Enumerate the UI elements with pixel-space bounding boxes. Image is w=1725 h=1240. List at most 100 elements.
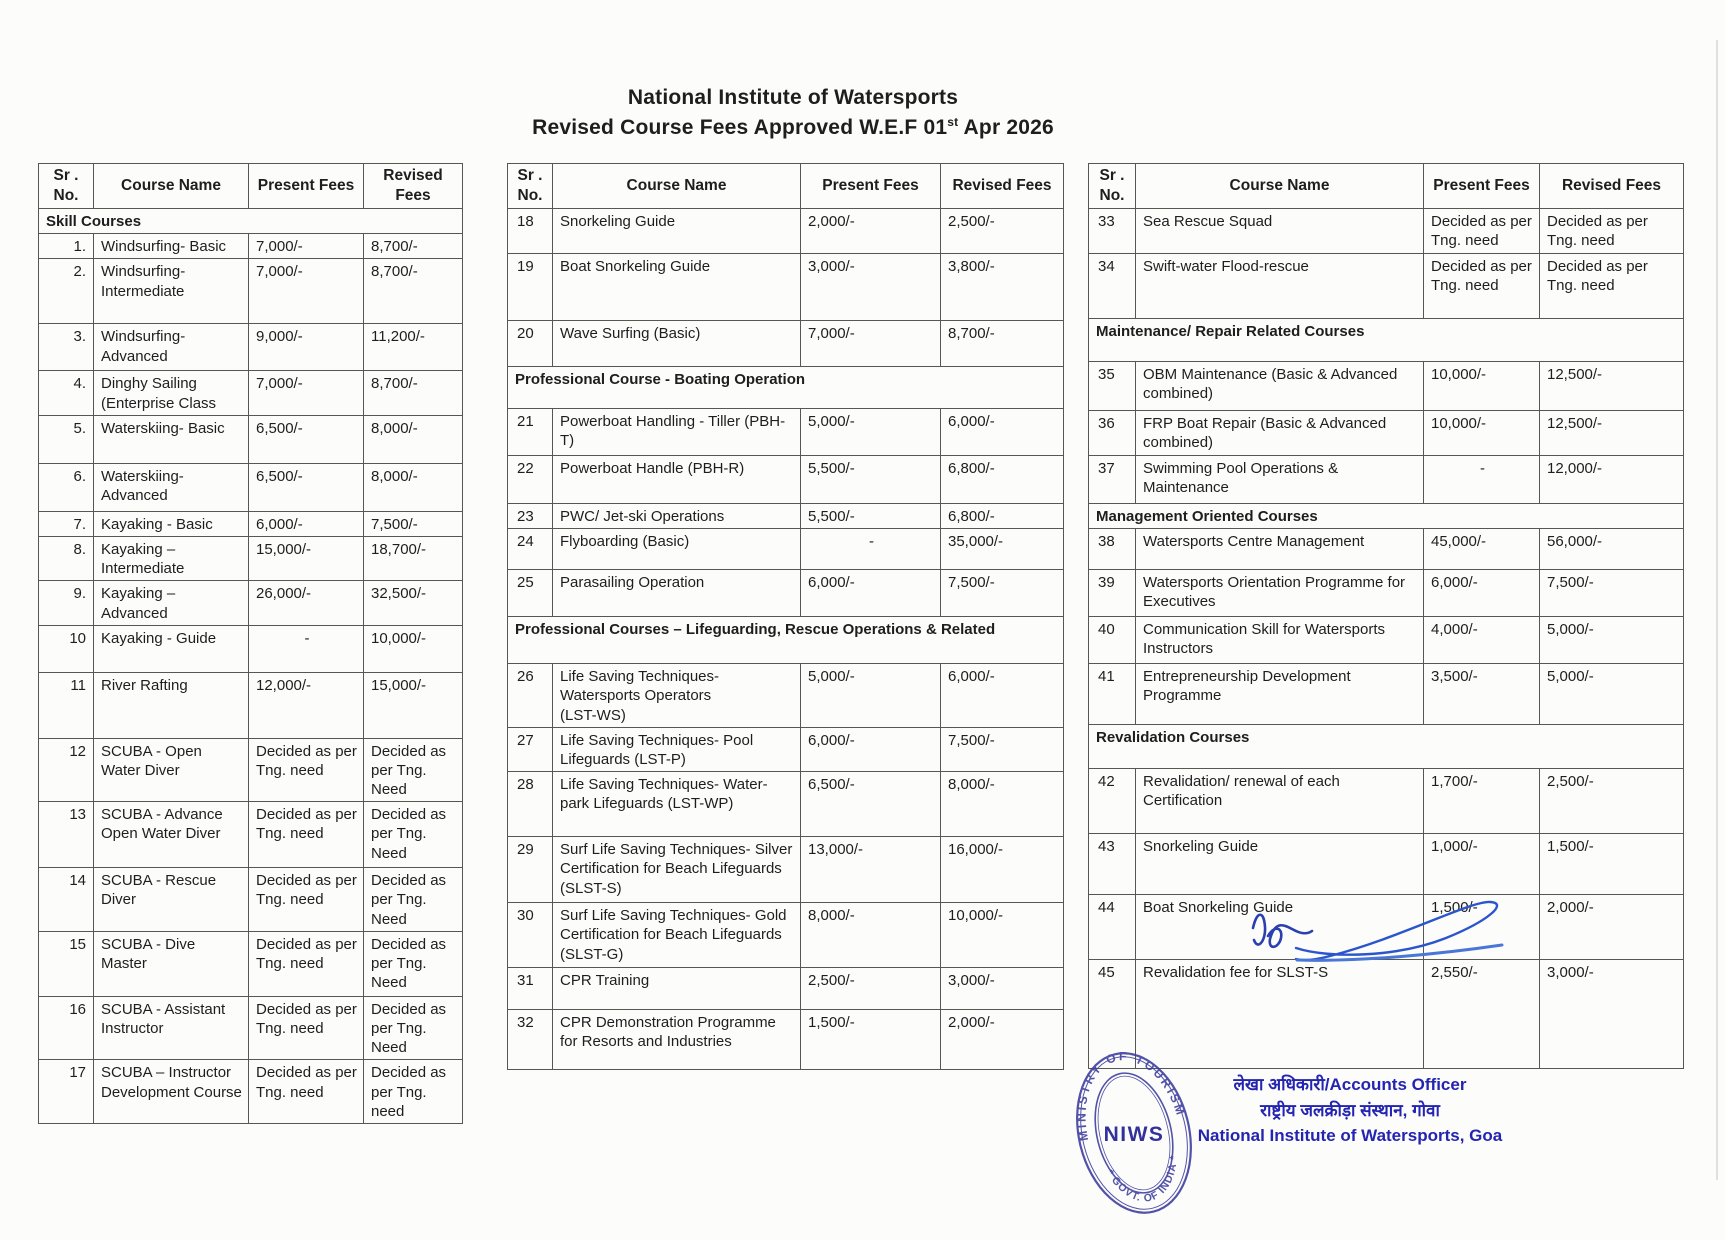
cell-sr: 43 bbox=[1088, 833, 1136, 896]
table-row: 9. Kayaking – Advanced 26,000/- 32,500/- bbox=[38, 580, 463, 626]
cell-sr: 20 bbox=[507, 320, 553, 367]
table-row: 15 SCUBA - Dive Master Decided as per Tng.… bbox=[38, 930, 463, 997]
title-line-2: Revised Course Fees Approved W.E.F 01st … bbox=[0, 115, 1586, 140]
cell-present: 1,500/- bbox=[800, 1009, 941, 1071]
cell-sr: 34 bbox=[1088, 253, 1136, 319]
table-row: 19 Boat Snorkeling Guide 3,000/- 3,800/- bbox=[507, 253, 1064, 321]
cell-revised: Decided as per Tng. need bbox=[363, 1059, 463, 1124]
stamp-bottom-text: * GOVT. OF INDIA * bbox=[1103, 1152, 1190, 1214]
cell-revised: 8,000/- bbox=[940, 771, 1064, 838]
cell-name: Wave Surfing (Basic) bbox=[552, 320, 801, 367]
cell-name: Kayaking – Advanced bbox=[93, 580, 249, 626]
cell-revised: 11,200/- bbox=[363, 323, 463, 372]
cell-revised: 10,000/- bbox=[363, 624, 463, 673]
table-row: 23 PWC/ Jet-ski Operations 5,500/- 6,800/- bbox=[507, 502, 1064, 530]
cell-name: SCUBA – Instructor Development Course bbox=[93, 1059, 249, 1124]
cell-present: 13,000/- bbox=[800, 836, 941, 904]
cell-sr: 21 bbox=[507, 408, 553, 456]
cell-sr: 37 bbox=[1088, 455, 1136, 504]
cell-name: SCUBA - Advance Open Water Diver bbox=[93, 801, 249, 869]
cell-name: SCUBA - Open Water Diver bbox=[93, 737, 249, 803]
cell-revised: 7,500/- bbox=[1539, 569, 1684, 618]
cell-present: 10,000/- bbox=[1423, 410, 1540, 456]
cell-name: Boat Snorkeling Guide bbox=[552, 253, 801, 321]
cell-present: 26,000/- bbox=[248, 580, 364, 626]
cell-name: River Rafting bbox=[93, 671, 249, 739]
scan-page-edge bbox=[1716, 40, 1718, 1180]
cell-revised: 10,000/- bbox=[940, 902, 1064, 969]
table-row: 43 Snorkeling Guide 1,000/- 1,500/- bbox=[1088, 833, 1684, 896]
table-row: 33 Sea Rescue Squad Decided as per Tng. ne… bbox=[1088, 208, 1684, 254]
cell-sr: 31 bbox=[507, 967, 553, 1011]
cell-sr: 13 bbox=[38, 801, 94, 869]
cell-sr: 27 bbox=[507, 726, 553, 773]
cell-present: 7,000/- bbox=[800, 320, 941, 367]
cell-name: SCUBA - Assistant Instructor bbox=[93, 995, 249, 1061]
cell-name: Waterskiing- Advanced bbox=[93, 462, 249, 512]
cell-name: Surf Life Saving Techniques- Silver Cert… bbox=[552, 836, 801, 904]
cell-name: Revalidation fee for SLST-S bbox=[1135, 959, 1424, 1070]
cell-present: Decided as per Tng. need bbox=[1423, 208, 1540, 254]
table-row: 24 Flyboarding (Basic) -35,000/- bbox=[507, 528, 1064, 571]
table-header-row: Sr . No. Course Name Present Fees Revise… bbox=[38, 163, 463, 209]
cell-revised: Decided as per Tng. Need bbox=[363, 801, 463, 869]
table-row: 17 SCUBA – Instructor Development Course D… bbox=[38, 1059, 463, 1124]
cell-present: 6,000/- bbox=[800, 569, 941, 618]
cell-present: - bbox=[1423, 455, 1540, 504]
cell-name: Watersports Centre Management bbox=[1135, 528, 1424, 571]
cell-present: 2,000/- bbox=[800, 208, 941, 254]
cell-sr: 6. bbox=[38, 462, 94, 512]
cell-present: Decided as per Tng. need bbox=[248, 801, 364, 869]
cell-sr: 41 bbox=[1088, 663, 1136, 726]
cell-name: Boat Snorkeling Guide bbox=[1135, 894, 1424, 961]
cell-name: Powerboat Handling - Tiller (PBH-T) bbox=[552, 408, 801, 456]
cell-revised: 18,700/- bbox=[363, 535, 463, 582]
table-row: 8. Kayaking – Intermediate 15,000/- 18,700/… bbox=[38, 535, 463, 582]
cell-revised: 3,000/- bbox=[1539, 959, 1684, 1070]
cell-name: Life Saving Techniques- Pool Lifeguards … bbox=[552, 726, 801, 773]
cell-present: 6,000/- bbox=[800, 726, 941, 773]
section-label: Professional Courses – Lifeguarding, Res… bbox=[507, 616, 1064, 665]
table-row: 25 Parasailing Operation 6,000/- 7,500/- bbox=[507, 569, 1064, 618]
table-row: 21 Powerboat Handling - Tiller (PBH-T) 5,0… bbox=[507, 408, 1064, 456]
cell-revised: 8,000/- bbox=[363, 462, 463, 512]
cell-revised: 1,500/- bbox=[1539, 833, 1684, 896]
cell-sr: 19 bbox=[507, 253, 553, 321]
fees-table-right: Sr . No. Course Name Present Fees Revise… bbox=[1088, 163, 1684, 1070]
cell-sr: 36 bbox=[1088, 410, 1136, 456]
cell-present: 6,500/- bbox=[800, 771, 941, 838]
cell-present: 1,000/- bbox=[1423, 833, 1540, 896]
cell-name: Flyboarding (Basic) bbox=[552, 528, 801, 571]
cell-revised: 56,000/- bbox=[1539, 528, 1684, 571]
table-row: 4. Dinghy Sailing (Enterprise Class 7,000/… bbox=[38, 370, 463, 416]
fees-table-middle: Sr . No. Course Name Present Fees Revise… bbox=[507, 163, 1064, 1071]
cell-name: Sea Rescue Squad bbox=[1135, 208, 1424, 254]
section-label: Management Oriented Courses bbox=[1088, 502, 1684, 530]
cell-revised: 6,800/- bbox=[940, 455, 1064, 504]
cell-revised: 6,000/- bbox=[940, 408, 1064, 456]
cell-revised: 12,000/- bbox=[1539, 455, 1684, 504]
section-label: Revalidation Courses bbox=[1088, 724, 1684, 770]
cell-name: Swimming Pool Operations & Maintenance bbox=[1135, 455, 1424, 504]
cell-revised: 8,700/- bbox=[363, 258, 463, 325]
title-line-2-suffix: Apr 2026 bbox=[958, 116, 1054, 139]
header-revised-fees: Revised Fees bbox=[1539, 163, 1684, 209]
table-row: 42 Revalidation/ renewal of each Certific… bbox=[1088, 768, 1684, 835]
cell-revised: 32,500/- bbox=[363, 580, 463, 626]
cell-present: 5,000/- bbox=[800, 408, 941, 456]
cell-sr: 29 bbox=[507, 836, 553, 904]
cell-present: 6,500/- bbox=[248, 462, 364, 512]
cell-name: Snorkeling Guide bbox=[552, 208, 801, 254]
cell-name: Surf Life Saving Techniques- Gold Certif… bbox=[552, 902, 801, 969]
cell-revised: Decided as per Tng. need bbox=[1539, 208, 1684, 254]
cell-sr: 32 bbox=[507, 1009, 553, 1071]
cell-present: 6,500/- bbox=[248, 414, 364, 464]
cell-sr: 23 bbox=[507, 502, 553, 530]
cell-sr: 39 bbox=[1088, 569, 1136, 618]
cell-revised: 7,500/- bbox=[363, 510, 463, 537]
cell-present: 2,550/- bbox=[1423, 959, 1540, 1070]
cell-name: SCUBA - Rescue Diver bbox=[93, 867, 249, 932]
cell-name: PWC/ Jet-ski Operations bbox=[552, 502, 801, 530]
cell-present: - bbox=[248, 624, 364, 673]
header-course-name: Course Name bbox=[1135, 163, 1424, 209]
